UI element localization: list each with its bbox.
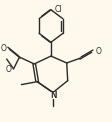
Text: N: N	[49, 91, 56, 100]
Text: O: O	[94, 47, 100, 56]
Text: Cl: Cl	[54, 5, 62, 14]
Bar	[50, 92, 55, 99]
Text: O: O	[1, 44, 7, 53]
Text: O: O	[6, 65, 12, 74]
Text: N: N	[49, 91, 56, 100]
